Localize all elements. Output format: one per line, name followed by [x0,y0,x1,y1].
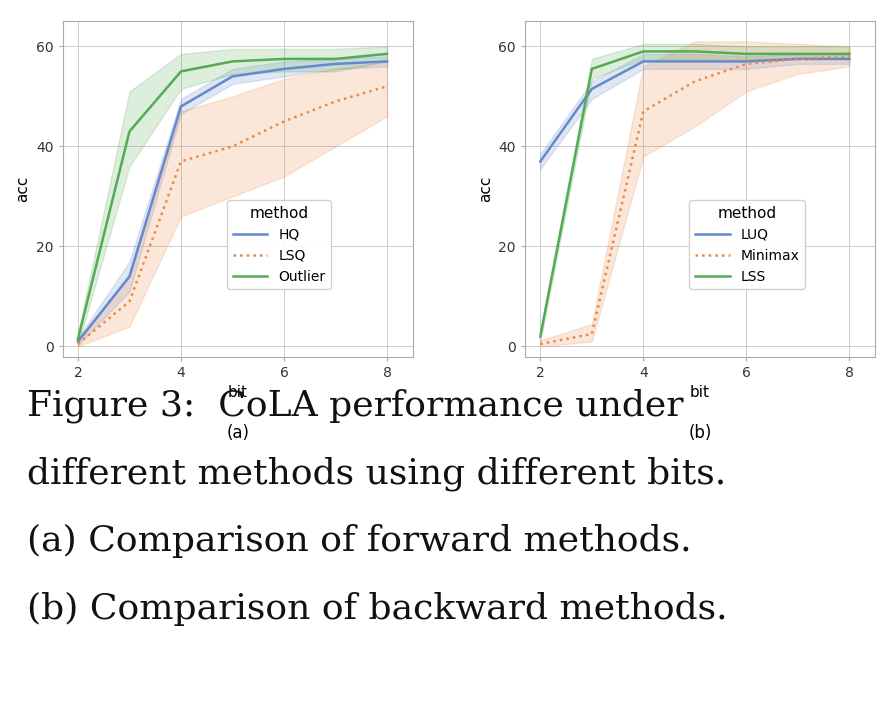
LSQ [72,339,83,348]
LSQ [330,97,341,106]
Outlier [381,50,392,58]
HQ [176,102,187,111]
Outlier [72,334,83,343]
Text: (b): (b) [689,424,712,441]
X-axis label: bit: bit [690,385,710,400]
LSQ [124,297,135,306]
Text: (b) Comparison of backward methods.: (b) Comparison of backward methods. [27,592,728,626]
Line: Minimax: Minimax [540,56,849,344]
Minimax [587,329,597,338]
LSQ [381,82,392,91]
LSS [535,332,546,341]
LUQ [844,55,855,63]
LSQ [176,157,187,165]
Minimax [638,107,648,116]
HQ [330,60,341,68]
Line: Outlier: Outlier [78,54,387,339]
X-axis label: bit: bit [228,385,247,400]
Outlier [227,57,238,66]
LUQ [535,157,546,165]
Line: HQ: HQ [78,61,387,342]
Outlier [176,67,187,76]
Minimax [689,77,700,86]
HQ [279,65,289,73]
Minimax [844,52,855,61]
LSS [844,50,855,58]
Outlier [279,55,289,63]
Y-axis label: acc: acc [478,176,493,202]
Line: LUQ: LUQ [540,59,849,161]
LSQ [279,117,289,125]
LUQ [741,57,752,66]
LSQ [227,142,238,150]
Minimax [792,55,803,63]
LUQ [638,57,648,66]
LSS [792,50,803,58]
LUQ [689,57,700,66]
Text: different methods using different bits.: different methods using different bits. [27,456,726,491]
HQ [124,272,135,281]
Legend: HQ, LSQ, Outlier: HQ, LSQ, Outlier [227,200,331,289]
LSS [587,65,597,73]
HQ [381,57,392,66]
Text: (a): (a) [226,424,249,441]
Text: (a) Comparison of forward methods.: (a) Comparison of forward methods. [27,524,691,558]
HQ [227,72,238,81]
Minimax [535,339,546,348]
Line: LSQ: LSQ [78,86,387,344]
Text: Figure 3:  CoLA performance under: Figure 3: CoLA performance under [27,389,683,423]
LUQ [792,55,803,63]
HQ [72,337,83,346]
LSS [638,47,648,56]
LSS [689,47,700,56]
Legend: LUQ, Minimax, LSS: LUQ, Minimax, LSS [689,200,805,289]
Minimax [741,60,752,68]
LSS [741,50,752,58]
LUQ [587,85,597,93]
Y-axis label: acc: acc [15,176,30,202]
Outlier [124,127,135,135]
Line: LSS: LSS [540,51,849,337]
Outlier [330,55,341,63]
